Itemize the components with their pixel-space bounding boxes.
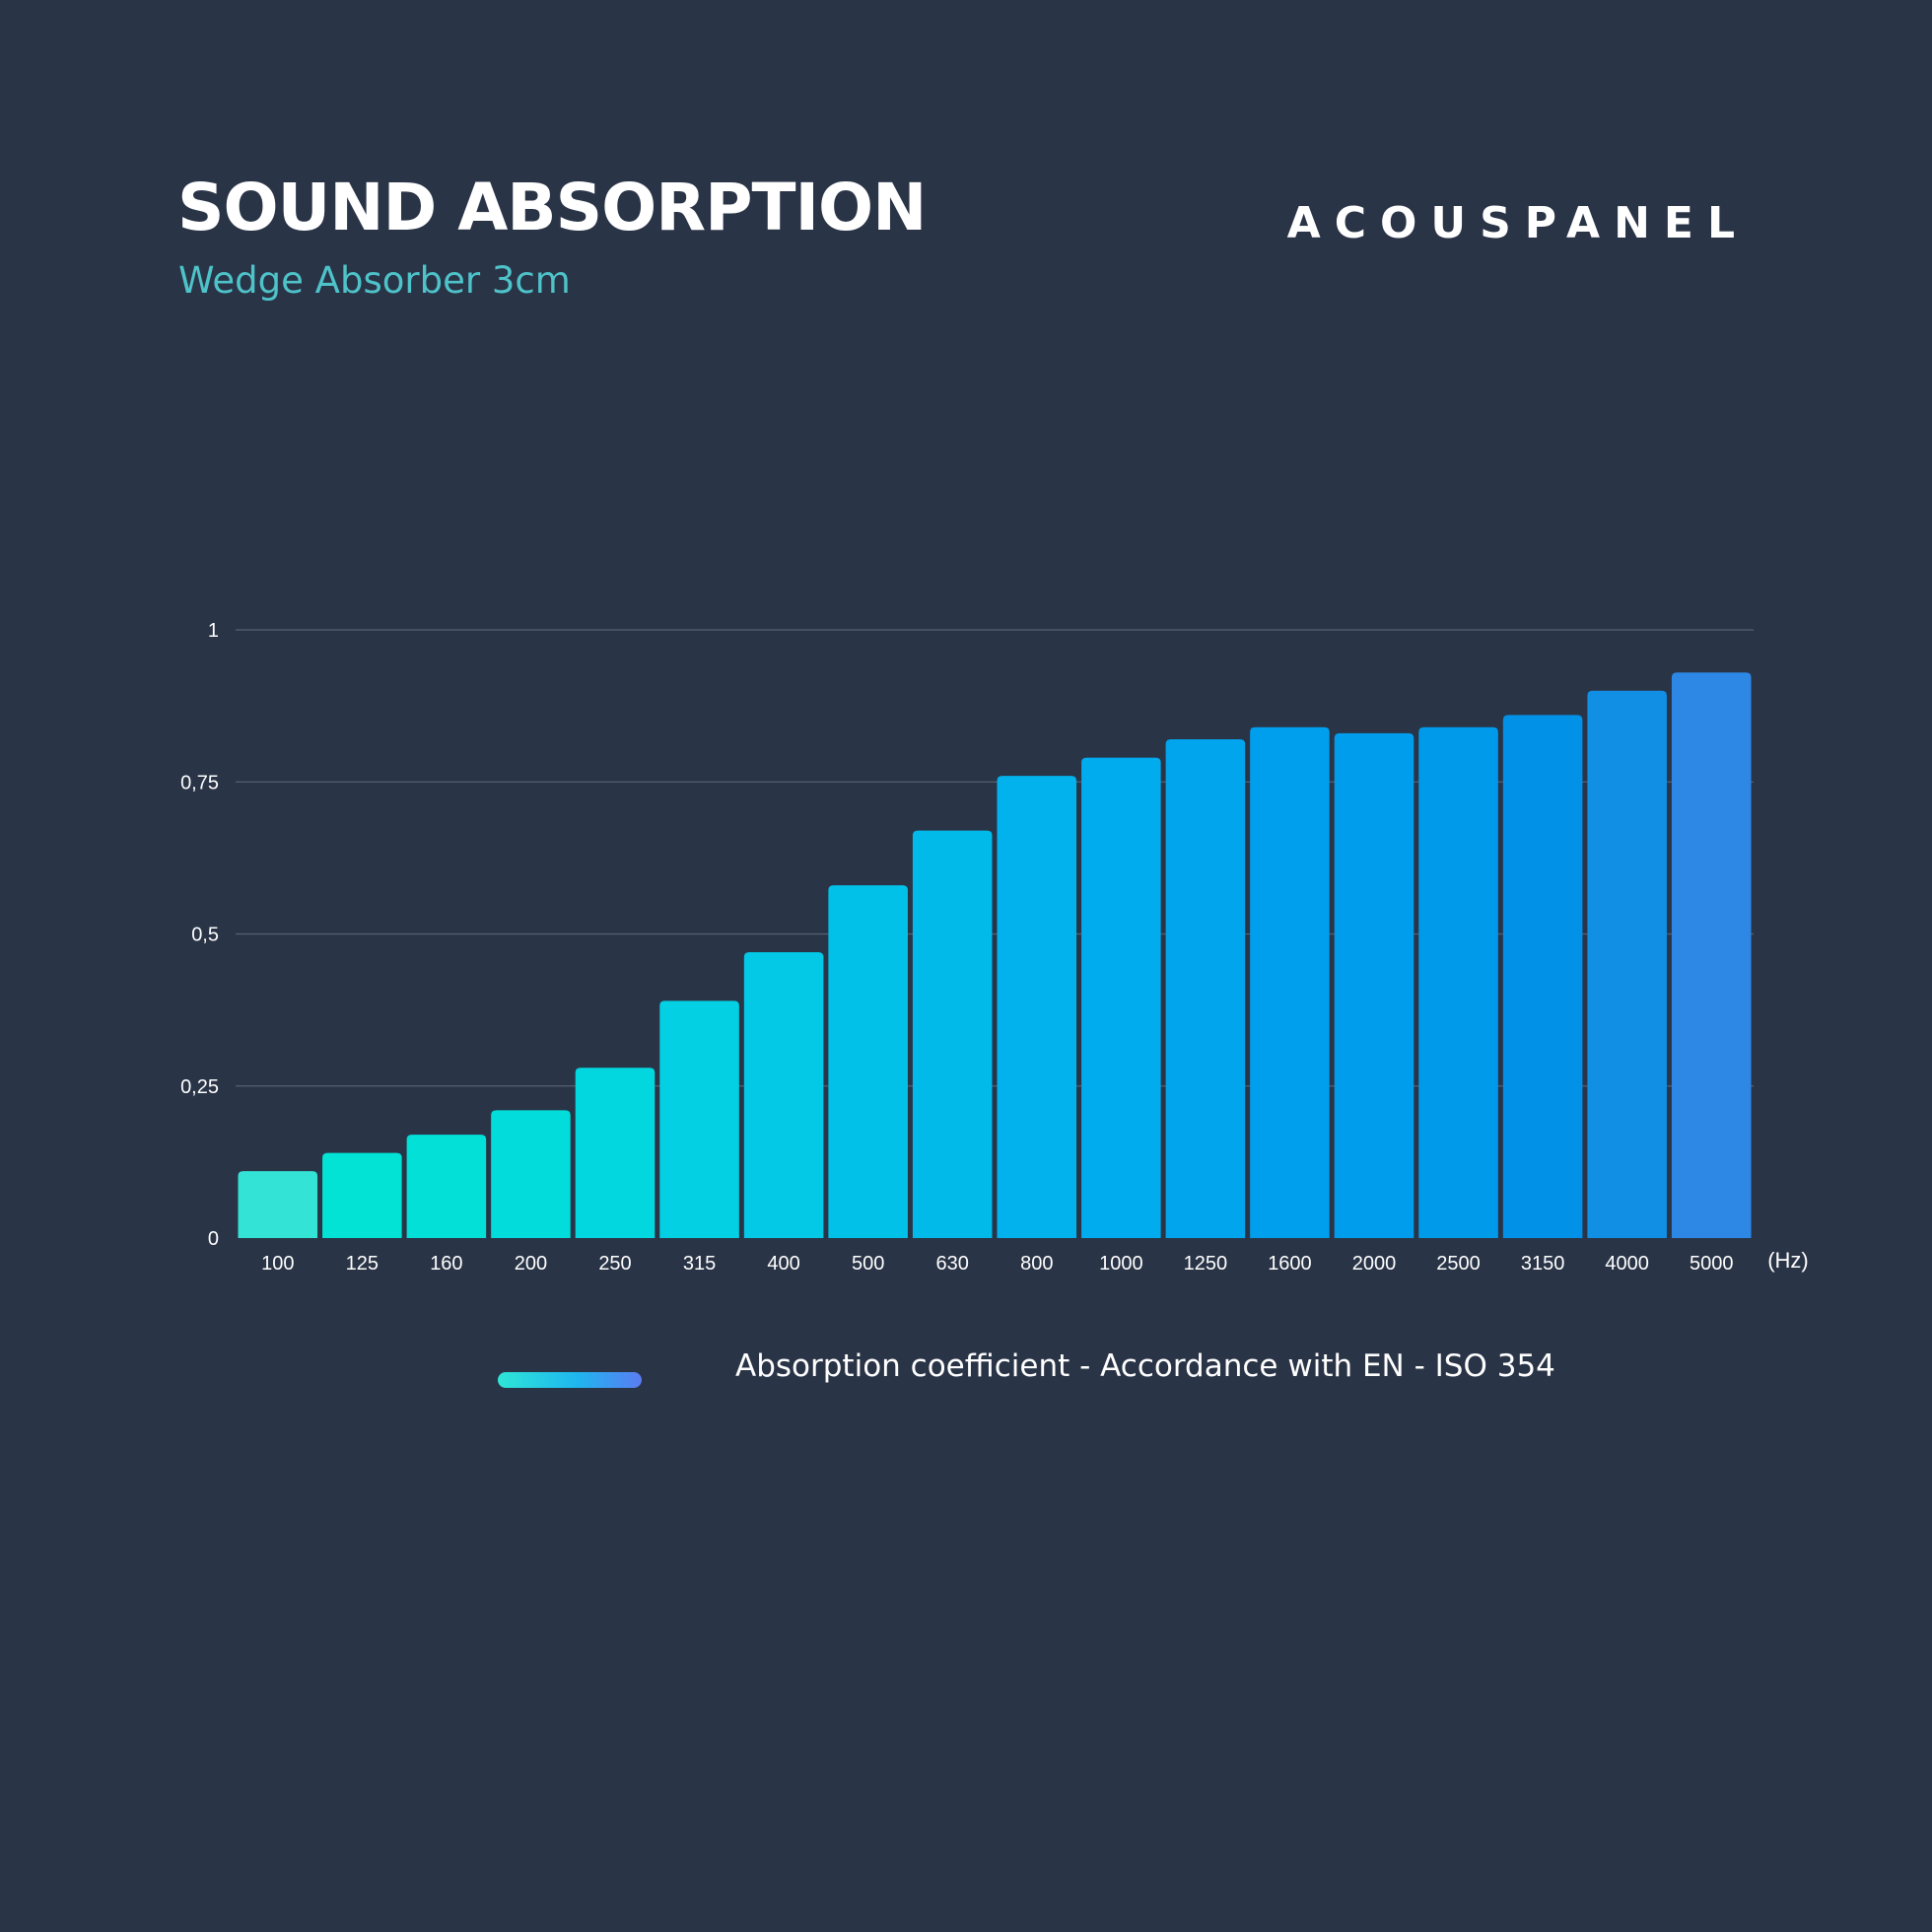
x-tick-label: 1000 xyxy=(1099,1253,1143,1275)
bar-400 xyxy=(743,952,824,1238)
bar-800 xyxy=(997,776,1077,1238)
x-tick-label: 1600 xyxy=(1268,1253,1312,1275)
y-tick-label: 0,75 xyxy=(180,772,219,794)
legend-swatch xyxy=(498,1372,642,1388)
bar-500 xyxy=(828,885,908,1238)
brand-logo: ACOUSPANEL xyxy=(1286,198,1749,248)
bar-630 xyxy=(912,830,993,1238)
y-tick-label: 0,5 xyxy=(191,925,219,946)
bar-3150 xyxy=(1502,715,1583,1238)
x-axis-unit-label: (Hz) xyxy=(1767,1248,1809,1273)
bar-100 xyxy=(238,1171,318,1238)
y-tick-label: 0 xyxy=(208,1228,219,1250)
y-tick-label: 1 xyxy=(208,620,219,642)
x-tick-label: 800 xyxy=(1020,1253,1053,1275)
x-tick-label: 630 xyxy=(936,1253,969,1275)
x-tick-label: 4000 xyxy=(1605,1253,1649,1275)
x-tick-label: 5000 xyxy=(1690,1253,1734,1275)
x-tick-label: 2000 xyxy=(1352,1253,1397,1275)
x-tick-label: 500 xyxy=(852,1253,884,1275)
bar-200 xyxy=(491,1110,571,1238)
bar-315 xyxy=(659,1000,739,1238)
bar-160 xyxy=(406,1135,487,1238)
legend-label: Absorption coefficient - Accordance with… xyxy=(735,1348,1555,1384)
bar-1600 xyxy=(1250,726,1330,1238)
bar-2000 xyxy=(1334,732,1414,1238)
x-tick-label: 400 xyxy=(767,1253,799,1275)
bar-1000 xyxy=(1081,757,1161,1238)
y-axis-ticks: 0 0,25 0,5 0,75 1 xyxy=(180,620,219,1250)
x-tick-label: 1250 xyxy=(1184,1253,1228,1275)
x-axis-ticks: 100 125 160 200 250 315 400 500 630 800 1000 1250 16… xyxy=(261,1253,1733,1275)
bar-4000 xyxy=(1587,690,1667,1238)
x-tick-label: 160 xyxy=(430,1253,462,1275)
x-tick-label: 2500 xyxy=(1436,1253,1481,1275)
bar-125 xyxy=(322,1152,402,1238)
gridlines xyxy=(236,629,1754,1087)
x-tick-label: 200 xyxy=(515,1253,547,1275)
bar-1250 xyxy=(1165,739,1246,1238)
x-tick-label: 250 xyxy=(598,1253,631,1275)
x-tick-label: 100 xyxy=(261,1253,294,1275)
page-subtitle: Wedge Absorber 3cm xyxy=(178,259,571,302)
bar-5000 xyxy=(1671,672,1752,1238)
bar-2500 xyxy=(1418,726,1498,1238)
bars xyxy=(238,672,1752,1238)
bar-250 xyxy=(575,1068,656,1238)
x-tick-label: 315 xyxy=(683,1253,716,1275)
page-title: SOUND ABSORPTION xyxy=(177,170,927,245)
x-tick-label: 3150 xyxy=(1521,1253,1565,1275)
y-tick-label: 0,25 xyxy=(180,1076,219,1098)
x-tick-label: 125 xyxy=(346,1253,379,1275)
